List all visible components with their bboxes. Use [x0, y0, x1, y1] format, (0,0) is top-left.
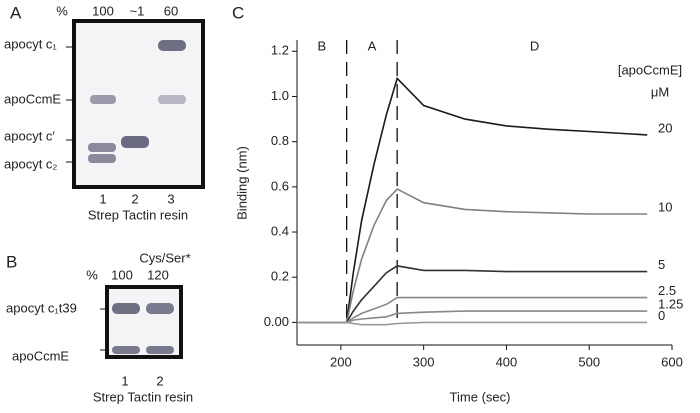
percent: 100	[111, 267, 133, 282]
percent: 120	[147, 267, 169, 282]
y-tick-label: 1.2	[271, 43, 289, 58]
series-label: 10	[658, 199, 672, 214]
lane-number: 1	[121, 373, 128, 388]
series-label: 1.25	[658, 297, 683, 312]
series-label: 2.5	[658, 283, 676, 298]
series-line	[297, 321, 648, 326]
legend-unit: μM	[651, 84, 669, 99]
y-tick-label: 0.00	[264, 314, 289, 329]
x-tick-label: 500	[578, 354, 600, 369]
panel-letter: C	[232, 3, 244, 22]
x-axis-label: Time (sec)	[450, 389, 511, 404]
panel-letter: A	[10, 3, 22, 22]
x-tick-label: 600	[661, 354, 683, 369]
y-tick-label: 1.0	[271, 88, 289, 103]
caption: Strep Tactin resin	[93, 389, 193, 404]
lane-number: 2	[131, 191, 138, 206]
y-tick-label: 0.4	[271, 223, 289, 238]
series-line	[297, 76, 648, 324]
y-axis-label: Binding (nm)	[234, 146, 249, 220]
y-tick-label: 0.2	[271, 269, 289, 284]
x-tick-label: 300	[413, 354, 435, 369]
row-label: apocyt c₂	[4, 156, 57, 171]
x-tick-label: 200	[330, 354, 352, 369]
percent: 100	[92, 3, 114, 18]
series-label: 20	[658, 120, 672, 135]
phase-label: B	[317, 38, 326, 53]
panel-letter: B	[6, 252, 17, 271]
row-label: apoCcmE	[4, 91, 61, 106]
series-line	[297, 188, 648, 324]
header: Cys/Ser*	[139, 250, 190, 265]
percent: ~1	[130, 3, 145, 18]
y-tick-label: 0.8	[271, 133, 289, 148]
row-label: apocyt c₁	[4, 36, 57, 51]
series-label: 5	[658, 257, 665, 272]
y-tick-label: 0.6	[271, 178, 289, 193]
percent-header: %	[56, 3, 68, 18]
gel-b	[105, 285, 183, 359]
lane-number: 2	[156, 373, 163, 388]
row-label: apoCcmE	[12, 348, 69, 363]
legend-title: [apoCcmE]	[618, 62, 682, 77]
series-label: 0	[658, 308, 665, 323]
row-label: apocyt c′	[4, 128, 55, 143]
caption: Strep Tactin resin	[88, 207, 188, 222]
phase-label: D	[530, 38, 539, 53]
phase-label: A	[368, 38, 377, 53]
lane-number: 3	[167, 191, 174, 206]
row-label: apocyt c₁t39	[6, 300, 77, 315]
series-line	[297, 265, 648, 324]
x-tick-label: 400	[496, 354, 518, 369]
percent-header: %	[86, 267, 98, 282]
lane-number: 1	[99, 191, 106, 206]
gel-a	[72, 19, 205, 189]
percent: 60	[164, 3, 178, 18]
